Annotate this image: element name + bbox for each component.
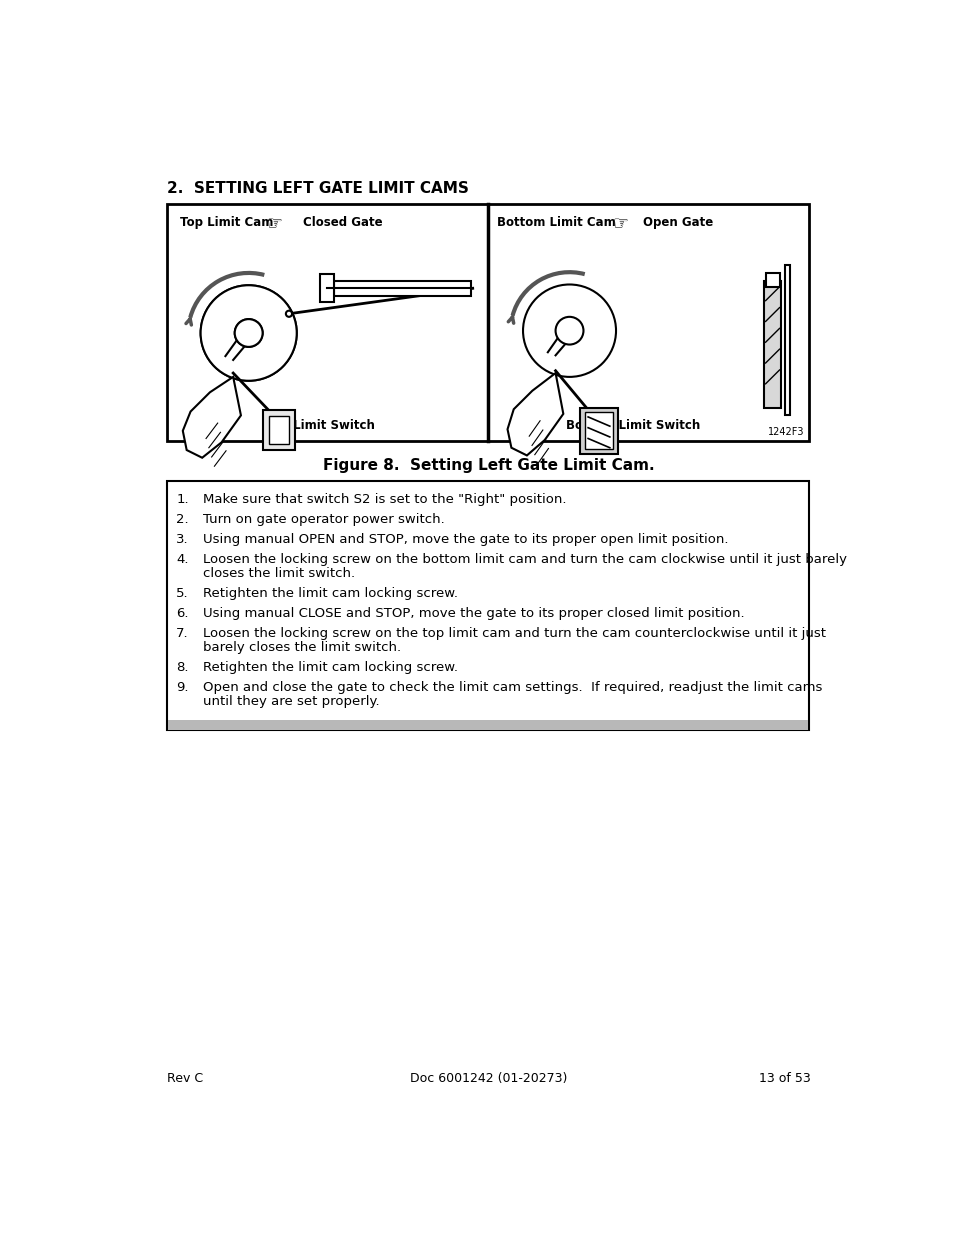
Text: 8.: 8. <box>176 661 189 674</box>
Text: 4.: 4. <box>176 553 189 566</box>
Text: Using manual OPEN and STOP, move the gate to its proper open limit position.: Using manual OPEN and STOP, move the gat… <box>203 534 728 546</box>
Text: closes the limit switch.: closes the limit switch. <box>203 567 355 580</box>
Text: Retighten the limit cam locking screw.: Retighten the limit cam locking screw. <box>203 587 457 600</box>
Text: Using manual CLOSE and STOP, move the gate to its proper closed limit position.: Using manual CLOSE and STOP, move the ga… <box>203 608 743 620</box>
Text: 3.: 3. <box>176 534 189 546</box>
Bar <box>319 274 334 303</box>
Text: 1.: 1. <box>176 493 189 506</box>
Text: Turn on gate operator power switch.: Turn on gate operator power switch. <box>203 514 444 526</box>
Circle shape <box>555 317 583 345</box>
Bar <box>765 273 779 287</box>
Text: Open Gate: Open Gate <box>642 216 713 228</box>
Bar <box>579 408 617 454</box>
Text: Closed Gate: Closed Gate <box>303 216 382 228</box>
Text: 5.: 5. <box>176 587 189 600</box>
Text: ☞: ☞ <box>266 215 282 232</box>
Text: Bottom Limit Cam: Bottom Limit Cam <box>497 216 616 228</box>
Text: 7.: 7. <box>176 627 189 640</box>
Bar <box>784 266 789 415</box>
Circle shape <box>200 285 296 380</box>
Bar <box>167 480 808 730</box>
Bar <box>334 280 471 296</box>
Bar <box>269 416 289 443</box>
Circle shape <box>286 311 292 317</box>
Bar <box>763 280 781 408</box>
Text: Make sure that switch S2 is set to the "Right" position.: Make sure that switch S2 is set to the "… <box>203 493 566 506</box>
Text: until they are set properly.: until they are set properly. <box>203 695 379 708</box>
Circle shape <box>234 319 262 347</box>
Text: Rev C: Rev C <box>167 1072 203 1086</box>
Text: 2.  SETTING LEFT GATE LIMIT CAMS: 2. SETTING LEFT GATE LIMIT CAMS <box>167 180 469 195</box>
Text: Loosen the locking screw on the top limit cam and turn the cam counterclockwise : Loosen the locking screw on the top limi… <box>203 627 825 640</box>
Text: 6.: 6. <box>176 608 189 620</box>
Text: ☞: ☞ <box>612 215 628 232</box>
Text: Open and close the gate to check the limit cam settings.  If required, readjust : Open and close the gate to check the lim… <box>203 680 821 694</box>
Text: 13 of 53: 13 of 53 <box>758 1072 810 1086</box>
Text: 9.: 9. <box>176 680 189 694</box>
Text: Top Limit Cam: Top Limit Cam <box>179 216 273 228</box>
Text: barely closes the limit switch.: barely closes the limit switch. <box>203 641 400 655</box>
Text: 1242F3: 1242F3 <box>767 427 803 437</box>
Bar <box>167 204 808 441</box>
Bar <box>262 410 294 450</box>
Text: 2.: 2. <box>176 514 189 526</box>
Text: Retighten the limit cam locking screw.: Retighten the limit cam locking screw. <box>203 661 457 674</box>
Polygon shape <box>183 377 241 458</box>
Polygon shape <box>507 373 562 456</box>
Text: Loosen the locking screw on the bottom limit cam and turn the cam clockwise unti: Loosen the locking screw on the bottom l… <box>203 553 846 566</box>
Bar <box>168 720 807 730</box>
Text: Doc 6001242 (01-20273): Doc 6001242 (01-20273) <box>410 1072 567 1086</box>
Bar <box>584 412 612 450</box>
Text: Top Limit Switch: Top Limit Switch <box>265 419 374 431</box>
Text: Bottom Limit Switch: Bottom Limit Switch <box>565 419 700 431</box>
Text: Figure 8.  Setting Left Gate Limit Cam.: Figure 8. Setting Left Gate Limit Cam. <box>323 458 654 473</box>
Circle shape <box>522 284 616 377</box>
